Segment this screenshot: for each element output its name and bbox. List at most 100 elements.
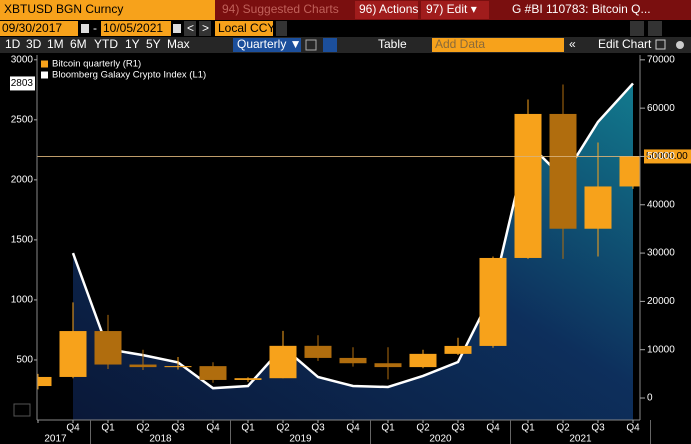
x-tick-label: Q1	[241, 423, 255, 434]
date-separator: -	[93, 21, 97, 35]
legend-swatch	[41, 71, 48, 79]
period-buttons: 1D 3D 1M 6M YTD 1Y 5Y Max	[5, 37, 190, 51]
end-date[interactable]: 10/05/2021	[103, 21, 163, 35]
period-button[interactable]: 1Y	[125, 37, 140, 51]
last-index-box	[10, 76, 35, 91]
y2-tick-label: 0	[647, 393, 653, 404]
frequency[interactable]: Quarterly ▼	[237, 37, 302, 51]
x-group-label: 2021	[569, 434, 592, 444]
candle-body	[37, 376, 52, 387]
last-price-label: 50000.00	[646, 151, 688, 162]
x-tick-label: Q3	[591, 423, 605, 434]
candle-body	[234, 378, 262, 380]
suggested-charts[interactable]: 94) Suggested Charts	[222, 2, 339, 16]
candle-body	[479, 257, 507, 346]
collapse[interactable]: «	[569, 37, 576, 51]
security: XBTUSD BGN Curncy	[4, 2, 123, 16]
prev-button[interactable]	[184, 21, 196, 36]
zoom-icon[interactable]	[655, 39, 666, 50]
x-group-label: 2018	[149, 434, 172, 444]
chart-icon[interactable]	[13, 403, 31, 417]
x-group-label: 2019	[289, 434, 312, 444]
legend: Bitcoin quarterly (R1)Bloomberg Galaxy C…	[41, 59, 206, 81]
candle-body	[514, 113, 542, 258]
y2-tick-label: 10000	[647, 344, 675, 355]
x-tick-label: Q4	[346, 423, 360, 434]
candle-body	[409, 353, 437, 368]
y-tick-label: 3000	[11, 54, 34, 65]
x-tick-label: Q4	[206, 423, 220, 434]
next-button[interactable]	[199, 21, 211, 36]
next[interactable]: >	[202, 21, 209, 35]
candle-body	[269, 345, 297, 379]
redo-button[interactable]	[648, 21, 662, 36]
period-button[interactable]: 1M	[47, 37, 64, 51]
y-tick-label: 1500	[11, 235, 34, 246]
y2-tick-label: 60000	[647, 103, 675, 114]
calendar-icon[interactable]	[81, 24, 89, 33]
currency-box[interactable]	[215, 21, 273, 36]
end-date-box[interactable]	[101, 21, 171, 36]
x-tick-label: Q1	[101, 423, 115, 434]
chart-type-icon[interactable]	[305, 39, 317, 51]
add-data[interactable]: Add Data	[435, 37, 485, 51]
x-tick-label: Q2	[416, 423, 430, 434]
legend-swatch	[41, 60, 48, 68]
period-button[interactable]: 5Y	[146, 37, 161, 51]
candle-body	[129, 364, 157, 368]
x-tick-label: Q4	[626, 423, 640, 434]
studies-icon[interactable]	[323, 38, 337, 52]
edit[interactable]: 97) Edit ▾	[426, 2, 477, 16]
candle-body	[304, 345, 332, 358]
y2-tick-label: 30000	[647, 248, 675, 259]
add-data-box[interactable]	[432, 38, 564, 52]
candle-body	[59, 331, 87, 377]
x-tick-label: Q4	[486, 423, 500, 434]
y2-tick-label: 40000	[647, 199, 675, 210]
x-tick-label: Q3	[171, 423, 185, 434]
edit-chart[interactable]: Edit Chart	[598, 37, 652, 51]
candle-body	[339, 357, 367, 364]
table[interactable]: Table	[378, 37, 407, 51]
period-button[interactable]: Max	[167, 37, 190, 51]
start-date-box[interactable]	[0, 21, 78, 36]
y-tick-label: 2000	[11, 175, 34, 186]
legend-label: Bitcoin quarterly (R1)	[52, 59, 141, 70]
undo-button[interactable]	[630, 21, 644, 36]
period-button[interactable]: YTD	[94, 37, 118, 51]
calendar-icon[interactable]	[173, 24, 181, 33]
security-box[interactable]	[0, 0, 215, 20]
y-tick-label: 500	[16, 355, 33, 366]
chart-name: G #BI 110783: Bitcoin Q...	[512, 2, 651, 16]
currency-dropdown[interactable]	[276, 21, 287, 36]
x-tick-label: Q4	[66, 423, 80, 434]
start-date[interactable]: 09/30/2017	[2, 21, 62, 35]
x-tick-label: Q2	[556, 423, 570, 434]
candle-body	[94, 331, 122, 365]
x-tick-label: Q3	[451, 423, 465, 434]
y-tick-label: 2500	[11, 114, 34, 125]
y2-tick-label: 70000	[647, 54, 675, 65]
x-tick-label: Q3	[311, 423, 325, 434]
edit-button[interactable]	[421, 1, 489, 19]
chart: 50000.0028035001000150020002500300001000…	[10, 54, 691, 444]
currency[interactable]: Local CCY	[218, 21, 275, 35]
period-button[interactable]: 1D	[5, 37, 21, 51]
candle-body	[619, 156, 640, 187]
actions[interactable]: 96) Actions ▾	[359, 2, 428, 16]
actions-button[interactable]	[355, 1, 418, 19]
x-tick-label: Q1	[381, 423, 395, 434]
x-tick-label: Q2	[136, 423, 150, 434]
candle-body	[444, 345, 472, 354]
frequency-box[interactable]	[233, 38, 301, 52]
candle-body	[374, 363, 402, 368]
settings-icon[interactable]	[676, 41, 684, 49]
prev[interactable]: <	[187, 21, 194, 35]
period-button[interactable]: 3D	[26, 37, 42, 51]
x-group-label: 2017	[44, 434, 67, 444]
index-area	[73, 83, 633, 420]
x-tick-label: Q2	[276, 423, 290, 434]
plot-area	[37, 82, 640, 420]
period-button[interactable]: 6M	[70, 37, 87, 51]
